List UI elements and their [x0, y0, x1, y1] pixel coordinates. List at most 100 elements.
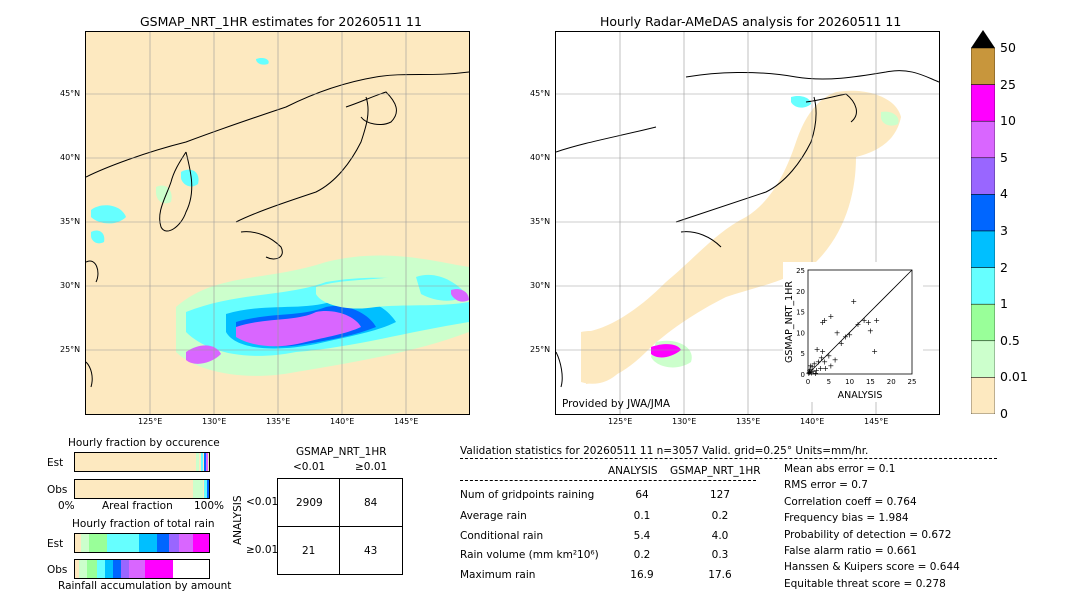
score-line: RMS error = 0.7: [784, 479, 868, 492]
scatter-point: +: [819, 347, 826, 356]
colorbar-label: 50: [1000, 40, 1016, 55]
colorbar-segment: [970, 84, 996, 122]
score-line: Frequency bias = 1.984: [784, 512, 909, 525]
colorbar-segment: [970, 194, 996, 232]
colorbar-label: 1: [1000, 296, 1008, 312]
scatter-y-tick: 25: [796, 267, 805, 275]
scatter-y-tick: 15: [796, 309, 805, 317]
scatter-x-tick: 15: [866, 378, 875, 386]
scatter-x-tick: 10: [845, 378, 854, 386]
scatter-point: +: [809, 363, 816, 372]
occurrence-est-label: Est: [47, 457, 64, 469]
colorbar-label: 4: [1000, 186, 1008, 202]
colorbar: [970, 30, 996, 415]
stat-label: Rain volume (mm km²10⁶): [460, 549, 599, 561]
total-rain-est-bar: [74, 533, 210, 553]
stat-analysis-value: 0.1: [633, 510, 651, 522]
scatter-point: +: [828, 362, 835, 371]
scatter-point: +: [871, 347, 878, 356]
colorbar-label: 2: [1000, 259, 1008, 275]
scatter-ylabel: GSMAP_NRT_1HR: [784, 281, 795, 363]
lon-label: 140°E: [330, 417, 355, 426]
lat-label: 25°N: [60, 345, 81, 354]
scatter-point: +: [850, 297, 857, 306]
contingency-row-title: ANALYSIS: [232, 495, 244, 545]
colorbar-segment: [970, 157, 996, 195]
colorbar-label: 0.01: [1000, 369, 1028, 385]
stat-label: Conditional rain: [460, 530, 544, 542]
scatter-point: +: [842, 333, 849, 342]
scatter-point: +: [821, 358, 828, 367]
lon-label: 135°E: [736, 417, 761, 426]
radar-rain-field: [556, 32, 939, 414]
scatter-point: +: [805, 369, 812, 378]
occurrence-title: Hourly fraction by occurence: [68, 437, 220, 449]
total-rain-obs-bar: [74, 559, 210, 579]
occurrence-obs-bar: [74, 479, 210, 499]
scatter-point: +: [834, 328, 841, 337]
scatter-point: +: [873, 316, 880, 325]
occurrence-axis-left: 0%: [58, 500, 75, 512]
stat-label: Maximum rain: [460, 569, 536, 581]
scatter-x-tick: 0: [806, 378, 810, 386]
scatter-point: +: [818, 353, 825, 362]
lat-label: 40°N: [530, 153, 551, 162]
scatter-point: +: [810, 367, 817, 376]
occurrence-axis-mid: Areal fraction: [102, 500, 173, 512]
colorbar-extend-arrow: [971, 30, 995, 48]
lat-label: 40°N: [60, 153, 81, 162]
colorbar-label: 0.5: [1000, 332, 1020, 348]
lon-label: 145°E: [864, 417, 889, 426]
scatter-point: +: [825, 351, 832, 360]
score-line: Probability of detection = 0.672: [784, 528, 952, 541]
stat-label: Num of gridpoints raining: [460, 489, 595, 501]
scatter-point: +: [821, 316, 828, 325]
scatter-y-tick: 10: [796, 329, 805, 337]
score-line: Mean abs error = 0.1: [784, 463, 896, 475]
colorbar-segment: [970, 340, 996, 378]
contingency-cell: 84: [364, 497, 378, 509]
scatter-point: +: [832, 355, 839, 364]
scatter-point: +: [855, 320, 862, 329]
scatter-y-tick: 20: [796, 288, 805, 296]
stat-analysis-value: 16.9: [630, 569, 654, 581]
scatter-point: +: [807, 362, 814, 371]
contingency-row2: ≥0.01: [246, 544, 279, 556]
stat-analysis-value: 0.2: [633, 549, 651, 561]
colorbar-segment: [970, 47, 996, 85]
lat-label: 25°N: [530, 345, 551, 354]
lat-label: 35°N: [530, 217, 551, 226]
stat-gsmap-value: 127: [709, 489, 731, 501]
lon-label: 145°E: [394, 417, 419, 426]
scatter-point: +: [812, 369, 819, 378]
scatter-point: +: [806, 368, 813, 377]
colorbar-segment: [970, 267, 996, 305]
scatter-point: +: [867, 326, 874, 335]
lat-label: 30°N: [530, 281, 551, 290]
colorbar-label: 10: [1000, 113, 1016, 129]
lon-label: 125°E: [608, 417, 633, 426]
colorbar-label: 0: [1000, 406, 1008, 421]
stat-analysis-value: 64: [635, 489, 649, 501]
stat-gsmap-value: 4.0: [711, 530, 729, 542]
lon-label: 135°E: [266, 417, 291, 426]
scatter-point: +: [819, 318, 826, 327]
contingency-cell: 2909: [296, 497, 323, 509]
validation-divider: [460, 458, 997, 459]
score-line: Correlation coeff = 0.764: [784, 495, 917, 508]
scatter-xlabel: ANALYSIS: [838, 390, 883, 401]
lat-label: 35°N: [60, 217, 81, 226]
stat-gsmap-value: 0.2: [711, 510, 729, 522]
colorbar-label: 25: [1000, 76, 1016, 92]
scatter-x-tick: 25: [908, 378, 917, 386]
contingency-col-title: GSMAP_NRT_1HR: [296, 446, 387, 458]
colorbar-segment: [970, 303, 996, 342]
scatter-point: +: [846, 330, 853, 339]
right-map-title: Hourly Radar-AMeDAS analysis for 2026051…: [600, 14, 902, 29]
contingency-col1: <0.01: [293, 461, 326, 473]
stat-analysis-value: 5.4: [633, 530, 651, 542]
occurrence-obs-label: Obs: [47, 484, 68, 496]
lat-label: 45°N: [60, 89, 81, 98]
stat-label: Average rain: [460, 510, 527, 522]
